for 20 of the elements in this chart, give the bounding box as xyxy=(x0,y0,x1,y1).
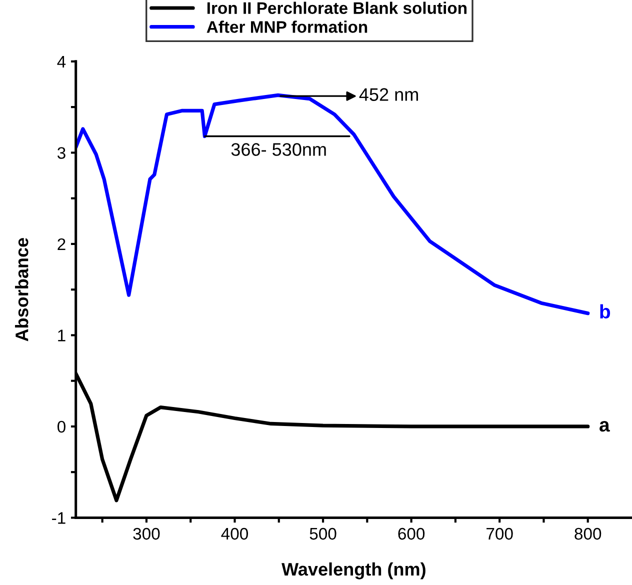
annotation: a xyxy=(600,421,610,432)
legend-label: Iron II Perchlorate Blank solution xyxy=(207,2,466,14)
annotation: 366- 530nm xyxy=(231,143,326,156)
y-tick-label: 2 xyxy=(58,238,66,250)
y-tick-label: 3 xyxy=(57,147,66,159)
x-tick-label: 700 xyxy=(486,528,513,540)
x-tick-label: 600 xyxy=(398,528,425,540)
x-axis-title: Wavelength (nm) xyxy=(282,562,426,580)
y-axis-title: Absorbance xyxy=(15,238,28,342)
y-tick-label: 4 xyxy=(57,56,66,68)
x-tick-label: 300 xyxy=(133,528,160,540)
x-tick-label: 800 xyxy=(574,528,602,540)
annotation: 452 nm xyxy=(359,88,418,101)
annotation: b xyxy=(600,304,610,319)
y-tick-label: -1 xyxy=(52,512,66,524)
y-tick-label: 0 xyxy=(58,420,66,433)
y-tick-label: 1 xyxy=(58,330,66,342)
legend-label: After MNP formation xyxy=(206,20,368,33)
x-tick-label: 400 xyxy=(221,528,248,540)
x-tick-label: 500 xyxy=(310,528,336,540)
